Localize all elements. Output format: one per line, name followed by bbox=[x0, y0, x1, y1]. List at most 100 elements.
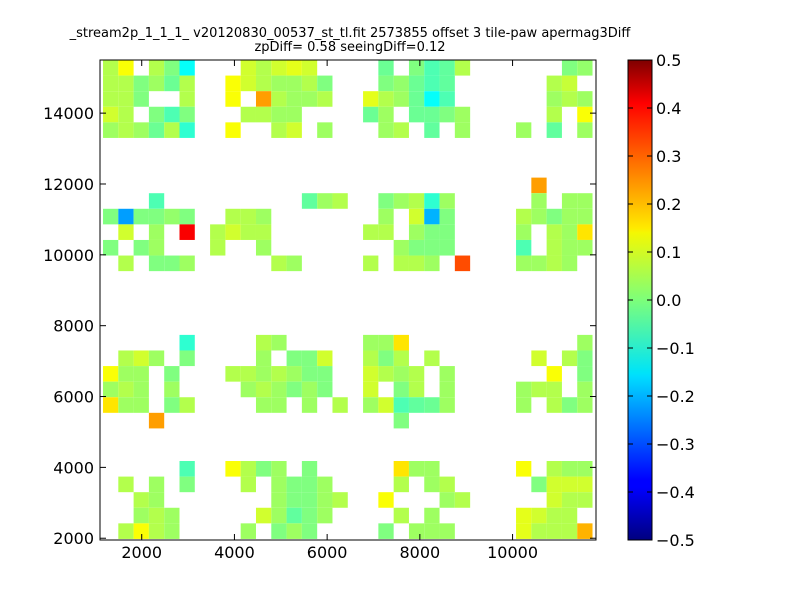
heatmap-cell bbox=[332, 492, 348, 508]
heatmap-cell bbox=[317, 492, 333, 508]
heatmap-cell bbox=[286, 255, 302, 272]
heatmap-cell bbox=[118, 60, 134, 76]
heatmap-cell bbox=[546, 476, 562, 493]
heatmap-cell bbox=[363, 397, 379, 413]
heatmap-cell bbox=[317, 75, 333, 92]
heatmap-cell bbox=[148, 75, 165, 92]
heatmap-cell bbox=[301, 507, 318, 524]
colorbar-tick-label: 0.4 bbox=[656, 99, 681, 118]
heatmap-cell bbox=[271, 461, 287, 477]
heatmap-cell bbox=[408, 75, 425, 92]
x-tick-label: 6000 bbox=[307, 543, 348, 562]
heatmap-cell bbox=[454, 492, 471, 508]
heatmap-cell bbox=[240, 224, 256, 240]
heatmap-cell bbox=[118, 75, 134, 92]
heatmap-cell bbox=[255, 60, 272, 76]
heatmap-cell bbox=[271, 60, 287, 76]
heatmap-cell bbox=[133, 91, 149, 107]
heatmap-cell bbox=[439, 75, 455, 92]
heatmap-cell bbox=[363, 255, 379, 272]
heatmap-cell bbox=[561, 476, 578, 493]
heatmap-cell bbox=[271, 75, 287, 92]
heatmap-cell bbox=[408, 397, 425, 413]
heatmap-cell bbox=[393, 91, 409, 107]
heatmap-cell bbox=[301, 350, 318, 367]
heatmap-cell bbox=[454, 60, 471, 76]
colorbar-tick-label: 0.0 bbox=[656, 291, 681, 310]
heatmap-cell bbox=[363, 334, 379, 351]
heatmap-cell bbox=[378, 334, 394, 351]
heatmap-cell bbox=[286, 91, 302, 107]
heatmap-cell bbox=[378, 208, 394, 225]
heatmap-cell bbox=[531, 193, 547, 209]
heatmap-cell bbox=[393, 334, 409, 351]
heatmap-cell bbox=[408, 91, 425, 107]
heatmap-cell bbox=[164, 60, 180, 76]
heatmap-cell bbox=[179, 476, 195, 493]
heatmap-cell bbox=[179, 461, 195, 477]
heatmap-cell bbox=[393, 507, 409, 524]
heatmap-cell bbox=[148, 60, 165, 76]
heatmap-cell bbox=[240, 366, 256, 382]
heatmap-cell bbox=[255, 239, 272, 256]
heatmap-cell bbox=[516, 224, 532, 240]
heatmap-cell bbox=[561, 255, 578, 272]
heatmap-cell bbox=[179, 91, 195, 107]
heatmap-cell bbox=[255, 224, 272, 240]
heatmap-cell bbox=[301, 91, 318, 107]
chart-subtitle: zpDiff= 0.58 seeingDiff=0.12 bbox=[254, 40, 446, 55]
heatmap-cell bbox=[179, 397, 195, 413]
heatmap-cell bbox=[408, 60, 425, 76]
heatmap-cell bbox=[424, 91, 440, 107]
heatmap-cell bbox=[531, 381, 547, 398]
heatmap-cell bbox=[439, 224, 455, 240]
heatmap-cell bbox=[393, 461, 409, 477]
heatmap-cell bbox=[424, 208, 440, 225]
heatmap-cell bbox=[561, 492, 578, 508]
heatmap-cell bbox=[577, 122, 593, 138]
heatmap-cell bbox=[286, 476, 302, 493]
heatmap-cell bbox=[148, 255, 165, 272]
heatmap-cell bbox=[408, 208, 425, 225]
heatmap-cell bbox=[424, 350, 440, 367]
heatmap-cell bbox=[546, 397, 562, 413]
heatmap-cell bbox=[118, 397, 134, 413]
heatmap-cell bbox=[103, 75, 119, 92]
heatmap-cell bbox=[561, 350, 578, 367]
heatmap-cell bbox=[516, 122, 532, 138]
heatmap-cell bbox=[118, 523, 134, 539]
heatmap-cell bbox=[408, 193, 425, 209]
heatmap-cell bbox=[301, 60, 318, 76]
heatmap-cells bbox=[103, 60, 593, 539]
heatmap-cell bbox=[133, 350, 149, 367]
heatmap-cell bbox=[577, 397, 593, 413]
heatmap-cell bbox=[255, 397, 272, 413]
heatmap-cell bbox=[148, 106, 165, 123]
heatmap-cell bbox=[317, 381, 333, 398]
heatmap-cell bbox=[118, 208, 134, 225]
heatmap-cell bbox=[363, 224, 379, 240]
heatmap-cell bbox=[332, 397, 348, 413]
x-tick-label: 2000 bbox=[121, 543, 162, 562]
heatmap-cell bbox=[103, 239, 119, 256]
heatmap-cell bbox=[103, 397, 119, 413]
heatmap-cell bbox=[439, 366, 455, 382]
heatmap-cell bbox=[531, 350, 547, 367]
heatmap-cell bbox=[179, 75, 195, 92]
heatmap-cell bbox=[225, 224, 241, 240]
heatmap-cell bbox=[516, 381, 532, 398]
colorbar-tick-label: −0.3 bbox=[656, 435, 695, 454]
heatmap-cell bbox=[210, 224, 226, 240]
y-tick-label: 10000 bbox=[43, 246, 94, 265]
heatmap-cell bbox=[424, 461, 440, 477]
heatmap-cell bbox=[378, 106, 394, 123]
heatmap-cell bbox=[454, 255, 471, 272]
heatmap-cell bbox=[240, 381, 256, 398]
heatmap-cell bbox=[577, 193, 593, 209]
heatmap-cell bbox=[424, 224, 440, 240]
heatmap-cell bbox=[516, 239, 532, 256]
heatmap-cell bbox=[148, 122, 165, 138]
colorbar-axis: −0.5 −0.4 −0.3 −0.2 −0.1 0.0 0.1 0.2 0.3 0.4 0.5 bbox=[628, 51, 695, 550]
heatmap-cell bbox=[577, 106, 593, 123]
plot-frame bbox=[99, 59, 597, 541]
